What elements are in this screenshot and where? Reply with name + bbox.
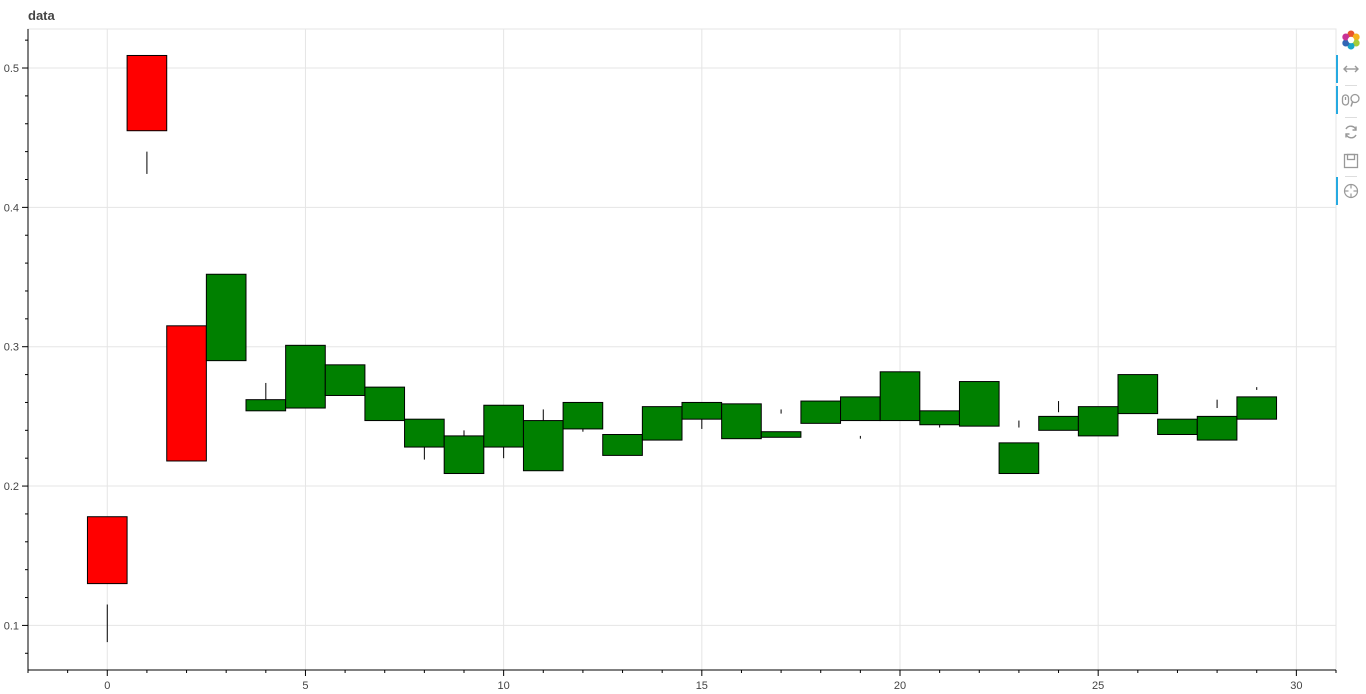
candle-body bbox=[1117, 374, 1159, 415]
candle-body bbox=[919, 410, 960, 426]
candle-body bbox=[86, 516, 128, 585]
candle-body bbox=[879, 371, 921, 422]
toolbar bbox=[1336, 26, 1366, 216]
x-tick-label: 5 bbox=[302, 680, 308, 692]
candle-body bbox=[760, 431, 802, 438]
grid-lines bbox=[28, 29, 1336, 670]
y-tick-label: 0.4 bbox=[4, 202, 19, 214]
chart-title: data bbox=[28, 8, 55, 23]
reset-icon[interactable] bbox=[1338, 118, 1364, 146]
candle-body bbox=[483, 404, 524, 448]
candle-body bbox=[681, 401, 723, 420]
candle-body bbox=[324, 364, 366, 396]
candle-body bbox=[840, 396, 881, 422]
candle-body bbox=[285, 344, 326, 409]
candle-body bbox=[205, 273, 247, 362]
y-tick-label: 0.3 bbox=[4, 342, 19, 354]
x-tick-label: 0 bbox=[104, 680, 110, 692]
wick-segments bbox=[106, 151, 1258, 643]
candle-body bbox=[443, 435, 485, 475]
x-axis: 0 5 10 15 20 25 30 bbox=[27, 669, 1337, 692]
candle-bodies bbox=[86, 54, 1278, 585]
candle-body bbox=[602, 434, 643, 456]
y-tick-label: 0.5 bbox=[4, 63, 19, 75]
candle-body bbox=[1077, 406, 1119, 437]
x-tick-label: 25 bbox=[1092, 680, 1104, 692]
candle-body bbox=[126, 54, 168, 132]
candle-body bbox=[1236, 396, 1278, 420]
candle-body bbox=[1157, 418, 1198, 436]
wheel-zoom-icon[interactable] bbox=[1336, 86, 1364, 114]
bokeh-logo-icon[interactable] bbox=[1338, 26, 1364, 54]
candle-body bbox=[958, 381, 1000, 427]
pan-icon[interactable] bbox=[1336, 55, 1364, 83]
candle-body bbox=[1196, 415, 1238, 441]
candle-body bbox=[245, 399, 287, 412]
candle-body bbox=[562, 401, 604, 430]
candle-body bbox=[166, 325, 207, 462]
x-tick-label: 30 bbox=[1290, 680, 1302, 692]
candle-body bbox=[998, 442, 1040, 475]
candle-body bbox=[522, 420, 564, 472]
candle-body bbox=[1038, 415, 1079, 431]
hover-icon[interactable] bbox=[1336, 177, 1364, 205]
save-icon[interactable] bbox=[1338, 147, 1364, 175]
y-tick-label: 0.2 bbox=[4, 481, 19, 493]
candle-body bbox=[404, 418, 445, 448]
x-tick-label: 15 bbox=[696, 680, 708, 692]
candle-body bbox=[641, 406, 683, 441]
candle-body bbox=[800, 400, 842, 424]
y-axis: 0.1 0.2 0.3 0.4 0.5 bbox=[4, 29, 29, 670]
candle-body bbox=[721, 403, 762, 440]
x-tick-label: 10 bbox=[498, 680, 510, 692]
y-tick-label: 0.1 bbox=[4, 620, 19, 632]
x-tick-label: 20 bbox=[894, 680, 906, 692]
candle-body bbox=[364, 386, 406, 422]
